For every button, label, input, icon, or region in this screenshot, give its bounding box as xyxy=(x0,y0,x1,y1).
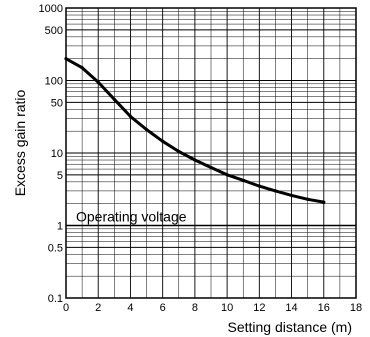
y-tick-label: 1 xyxy=(57,221,63,233)
data-point xyxy=(225,173,229,177)
x-tick-label: 10 xyxy=(221,302,233,314)
plot-frame xyxy=(65,7,357,299)
y-tick-label: 100 xyxy=(45,76,63,88)
data-point xyxy=(273,189,278,193)
data-points xyxy=(64,57,326,204)
data-point xyxy=(96,80,100,84)
x-tick-label: 6 xyxy=(160,302,166,314)
data-point xyxy=(306,197,310,201)
y-tick-label: 50 xyxy=(51,97,63,109)
x-tick-label: 12 xyxy=(253,302,265,314)
x-tick-label: 0 xyxy=(63,302,69,314)
y-tick-label: 10 xyxy=(51,148,63,160)
y-tick-labels: 0.1 0.5 1 5 10 50 100 500 1000 xyxy=(39,3,63,305)
x-tick-label: 14 xyxy=(285,302,297,314)
data-point xyxy=(128,114,133,118)
y-tick-label: 0.5 xyxy=(48,242,63,254)
x-tick-label: 16 xyxy=(318,302,330,314)
x-axis-label: Setting distance (m) xyxy=(228,319,353,335)
data-point xyxy=(209,165,213,170)
data-point xyxy=(144,128,149,132)
data-point xyxy=(257,184,261,188)
y-tick-label: 0.1 xyxy=(48,293,63,305)
y-axis-label: Excess gain ratio xyxy=(12,89,28,196)
data-point xyxy=(112,97,116,101)
x-tick-labels: 0 2 4 6 8 10 12 14 16 18 xyxy=(63,302,362,314)
y-tick-label: 1000 xyxy=(39,3,63,15)
y-tick-label: 5 xyxy=(57,170,63,182)
grid xyxy=(66,8,356,298)
x-tick-label: 8 xyxy=(192,302,198,314)
data-point xyxy=(64,57,68,61)
data-point xyxy=(161,139,165,143)
data-point xyxy=(322,200,326,204)
x-tick-label: 18 xyxy=(350,302,362,314)
operating-voltage-label: Operating voltage xyxy=(76,209,187,225)
data-point xyxy=(177,149,181,154)
data-point xyxy=(80,66,84,70)
data-point xyxy=(289,193,294,198)
data-point xyxy=(193,158,197,162)
x-tick-label: 4 xyxy=(127,302,133,314)
x-tick-label: 2 xyxy=(95,302,101,314)
data-point xyxy=(241,178,245,182)
y-tick-label: 500 xyxy=(45,25,63,37)
